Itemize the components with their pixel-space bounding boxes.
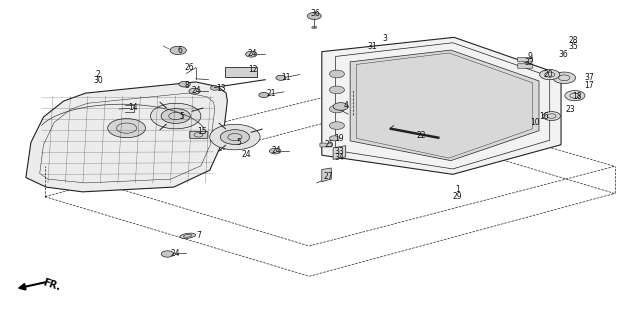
Text: 5: 5: [236, 138, 241, 147]
Text: 24: 24: [272, 146, 281, 155]
Circle shape: [245, 51, 257, 57]
Text: 35: 35: [569, 42, 579, 52]
Circle shape: [307, 12, 321, 20]
Text: 6: 6: [178, 45, 182, 55]
Circle shape: [540, 69, 560, 80]
Polygon shape: [350, 50, 539, 161]
Text: 31: 31: [367, 42, 377, 52]
Circle shape: [543, 112, 560, 121]
Circle shape: [209, 124, 260, 150]
Circle shape: [151, 103, 201, 129]
Text: 37: 37: [584, 73, 594, 82]
Text: 16: 16: [540, 112, 549, 121]
Text: 36: 36: [558, 50, 568, 59]
Circle shape: [276, 75, 286, 80]
Text: FR.: FR.: [42, 277, 62, 292]
Text: 23: 23: [565, 105, 575, 114]
Text: 11: 11: [281, 73, 291, 82]
Circle shape: [329, 136, 339, 141]
Text: 36: 36: [310, 9, 321, 18]
Circle shape: [220, 130, 249, 144]
FancyBboxPatch shape: [320, 143, 331, 147]
Text: 4: 4: [343, 101, 348, 110]
Text: 24: 24: [248, 49, 257, 58]
Circle shape: [108, 119, 146, 138]
Text: 33: 33: [334, 147, 345, 156]
Circle shape: [329, 122, 345, 129]
Text: 22: 22: [416, 131, 426, 140]
Ellipse shape: [180, 233, 196, 238]
Text: 19: 19: [334, 134, 345, 143]
Circle shape: [333, 103, 348, 110]
Text: 27: 27: [323, 172, 333, 181]
FancyBboxPatch shape: [517, 64, 533, 68]
Circle shape: [210, 86, 219, 90]
Circle shape: [162, 251, 174, 257]
Text: 24: 24: [171, 250, 180, 259]
Text: 34: 34: [334, 153, 345, 162]
Text: 25: 25: [324, 140, 334, 149]
Circle shape: [565, 91, 585, 101]
Text: 26: 26: [185, 63, 194, 72]
Text: 7: 7: [197, 231, 201, 240]
Text: 24: 24: [242, 150, 251, 159]
Circle shape: [161, 108, 191, 124]
Text: 9: 9: [527, 52, 532, 61]
Text: 24: 24: [191, 86, 201, 95]
Text: 14: 14: [128, 103, 138, 112]
Text: 2: 2: [96, 70, 101, 79]
Text: 10: 10: [530, 118, 540, 127]
Text: 32: 32: [525, 58, 534, 67]
Circle shape: [553, 72, 575, 84]
Circle shape: [312, 26, 317, 29]
Text: 28: 28: [569, 36, 579, 45]
Polygon shape: [322, 37, 561, 174]
Text: 13: 13: [216, 84, 226, 93]
FancyBboxPatch shape: [225, 67, 257, 77]
Text: 20: 20: [544, 70, 553, 79]
Text: 12: 12: [248, 65, 257, 74]
Circle shape: [269, 148, 281, 154]
Circle shape: [189, 88, 200, 94]
Text: 21: 21: [267, 89, 276, 98]
Text: 5: 5: [180, 112, 184, 121]
Polygon shape: [322, 168, 331, 182]
Polygon shape: [26, 82, 227, 192]
FancyBboxPatch shape: [517, 57, 533, 62]
Text: 8: 8: [184, 81, 189, 90]
Circle shape: [329, 105, 345, 113]
Circle shape: [259, 92, 269, 98]
Circle shape: [329, 86, 345, 94]
Text: 1: 1: [455, 185, 459, 194]
Text: 29: 29: [452, 192, 462, 201]
Text: 30: 30: [93, 76, 103, 85]
Text: 18: 18: [572, 92, 582, 101]
Text: 17: 17: [584, 81, 594, 90]
Polygon shape: [333, 146, 346, 159]
Circle shape: [179, 81, 190, 87]
Text: 3: 3: [382, 35, 387, 44]
FancyBboxPatch shape: [189, 131, 208, 138]
Circle shape: [329, 70, 345, 78]
Circle shape: [170, 46, 186, 54]
Text: 15: 15: [198, 127, 207, 136]
